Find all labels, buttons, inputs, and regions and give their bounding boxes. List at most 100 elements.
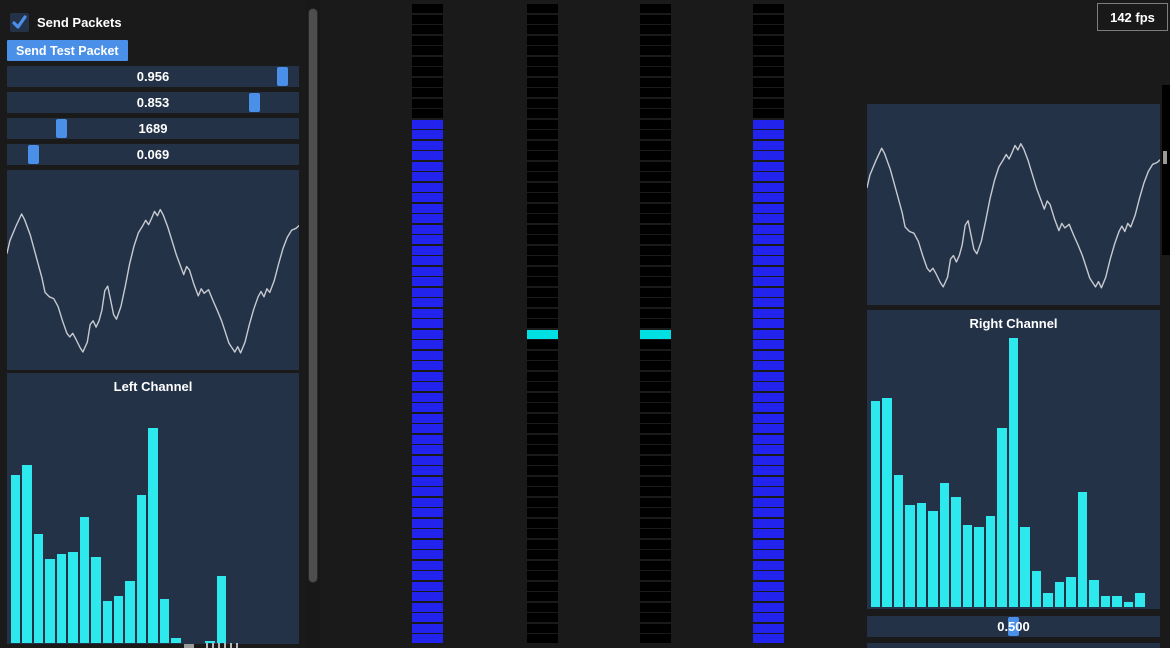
histogram-bar [871,400,881,607]
meter-segment [412,35,443,45]
right-channel-title: Right Channel [969,316,1058,331]
send-packets-checkbox[interactable] [10,13,29,32]
slider-param-3[interactable]: 1689 [7,118,299,139]
meter-segment [753,529,784,538]
meter-segment [527,130,558,139]
meter-segment [412,235,443,244]
meter-segment [527,623,558,633]
histogram-bar [33,534,44,643]
histogram-bar [962,524,973,607]
meter-segment [412,602,443,612]
meter-segment [753,25,784,34]
vertical-scrollbar[interactable] [306,0,320,648]
meter-segment [527,466,558,475]
meter-segment [412,319,443,328]
meter-segment [753,161,784,171]
slider-handle[interactable] [248,93,260,112]
meter-segment [753,193,784,202]
meter-segment [640,67,671,76]
left-waveform-panel [7,170,299,370]
meter-segment [527,214,558,223]
meter-segment [640,382,671,391]
right-channel-panel: Right Channel [867,310,1160,609]
left-channel-histogram [10,396,296,643]
meter-segment [640,487,671,496]
meter-segment [412,634,443,643]
meter-segment [640,319,671,328]
meter-segment [753,361,784,370]
histogram-bar [1020,527,1030,607]
meter-segment [527,203,558,213]
slider-handle[interactable] [28,145,40,164]
meter-segment [753,571,784,580]
meter-segment [640,571,671,580]
meter-segment [412,476,443,486]
meter-segment [412,109,443,118]
meter-segment [527,88,558,97]
meter-segment [412,424,443,433]
meter-segment [527,560,558,570]
meter-segment [527,613,558,622]
meter-segment [753,455,784,465]
meter-segment [640,266,671,276]
meter-segment [412,403,443,412]
meter-segment [640,476,671,486]
histogram-bar [171,638,181,643]
slider-handle[interactable] [1008,617,1019,636]
meter-segment [412,182,443,192]
slider-value: 0.956 [136,69,170,84]
meter-segment [412,371,443,381]
meter-segment [640,613,671,622]
meter-segment [753,46,784,55]
meter-segment [412,25,443,34]
histogram-bar [985,516,996,607]
meter-segment [753,67,784,76]
histogram-bar [68,551,78,643]
meter-segment [640,602,671,612]
meter-segment [640,256,671,265]
meter-segment [412,340,443,349]
meter-segment [412,193,443,202]
meter-segment [527,256,558,265]
meter-segment [412,434,443,444]
meter-segment [527,382,558,391]
meter-segment [753,98,784,108]
meter-segment [640,581,671,591]
meter-segment [412,256,443,265]
meter-segment [412,508,443,517]
meter-segment [412,298,443,307]
meter-segment [527,634,558,643]
meter-segment [753,592,784,601]
meter-segment [753,88,784,97]
meter-segment [640,287,671,297]
send-test-packet-button[interactable]: Send Test Packet [7,40,128,61]
meter-segment [640,224,671,234]
meter-segment [527,424,558,433]
meter-segment [527,46,558,55]
meter-segment [640,140,671,150]
slider-handle[interactable] [56,119,68,138]
slider-handle[interactable] [276,67,288,86]
histogram-bar [159,598,170,643]
histogram-bar [882,398,892,607]
meter-segment [527,592,558,601]
meter-segment [527,224,558,234]
meter-segment [527,193,558,202]
slider-param-4[interactable]: 0.069 [7,144,299,165]
scrollbar-thumb[interactable] [307,8,318,583]
histogram-bar [136,494,147,643]
meter-1 [412,4,443,643]
meter-segment [527,581,558,591]
histogram-bar [22,465,32,643]
meter-segment [753,560,784,570]
meter-segment [753,539,784,549]
meter-segment [527,98,558,108]
slider-right-channel[interactable]: 0.500 [867,616,1160,637]
slider-param-1[interactable]: 0.956 [7,66,299,87]
meter-segment [527,235,558,244]
meter-segment [640,88,671,97]
slider-param-2[interactable]: 0.853 [7,92,299,113]
meter-segment [753,413,784,423]
meter-segment [527,413,558,423]
send-packets-checkbox-row[interactable]: Send Packets [10,13,122,32]
